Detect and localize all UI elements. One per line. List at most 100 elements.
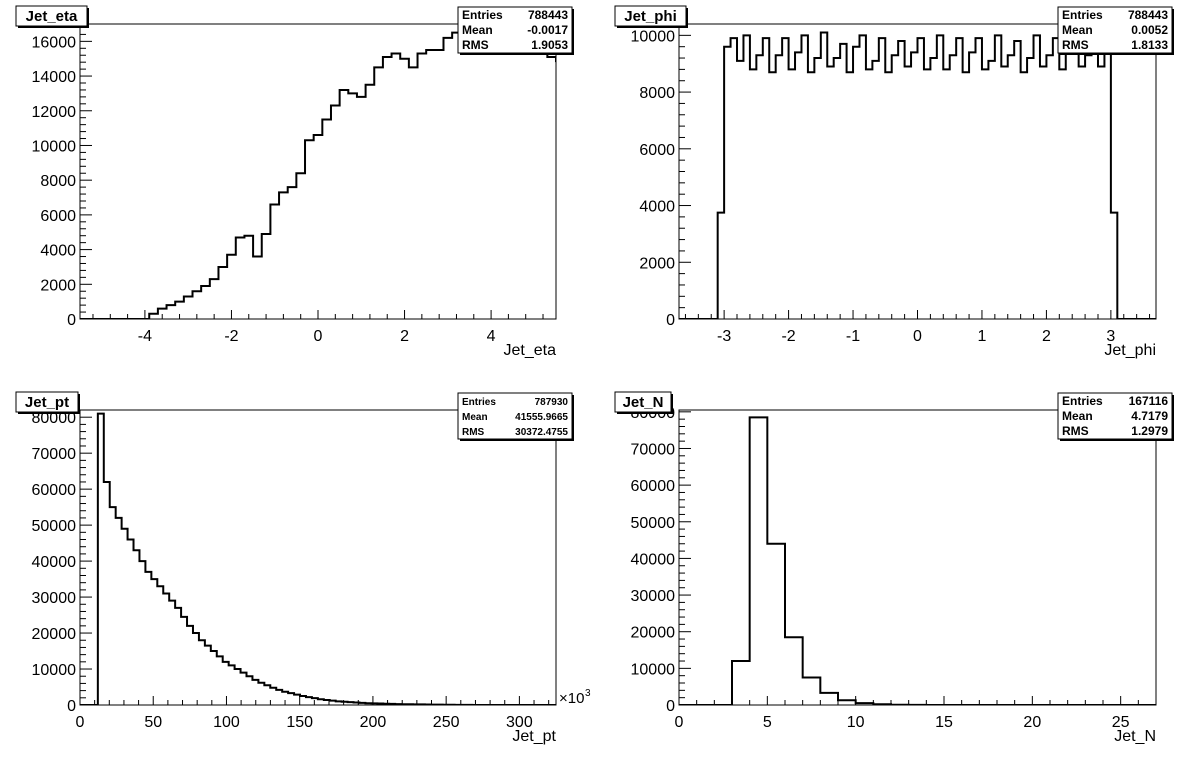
x-tick-label: 250: [433, 714, 460, 731]
x-tick-label: 10: [847, 714, 865, 731]
stats-entries-label: Entries: [462, 397, 496, 408]
y-tick-label: 10000: [32, 138, 77, 155]
stats-rms-label: RMS: [462, 427, 485, 438]
chart-title: Jet_pt: [25, 394, 69, 411]
x-axis-label: Jet_eta: [504, 342, 557, 359]
y-tick-label: 50000: [32, 518, 77, 535]
title-box: [15, 391, 79, 413]
x-tick-label: 50: [144, 714, 162, 731]
y-tick-label: 40000: [631, 551, 676, 568]
stats-entries-value: 788443: [528, 8, 568, 22]
x-tick-label: 2: [1042, 328, 1051, 345]
panel-jet-n: 0 5 10 15 20 25 0 10000 20000 30000 40000 50000 6000…: [614, 391, 1174, 745]
y-tick-label: 60000: [32, 482, 77, 499]
stats-rms-value: 1.9053: [531, 38, 568, 52]
y-tick-label: 6000: [639, 142, 675, 159]
x-tick-label: 2: [400, 328, 409, 345]
stats-box: [457, 6, 573, 54]
x-tick-label: 200: [360, 714, 387, 731]
y-tick-label: 20000: [631, 625, 676, 642]
y-tick-label: 60000: [631, 478, 676, 495]
panel-jet-pt: 0 50 100 150 200 250 300 0 10000 20000 30000 40000 5…: [15, 391, 591, 745]
y-tick-label: 4000: [40, 243, 76, 260]
stats-rms-value: 1.8133: [1131, 38, 1168, 52]
x-tick-label: 0: [675, 714, 684, 731]
y-tick-label: 10000: [631, 28, 676, 45]
stats-mean-value: 0.0052: [1131, 23, 1168, 37]
y-tick-label: 12000: [32, 104, 77, 121]
stats-entries-label: Entries: [1062, 394, 1103, 408]
x-tick-label: 20: [1023, 714, 1041, 731]
stats-entries-value: 167116: [1129, 394, 1169, 408]
y-tick-label: 6000: [40, 208, 76, 225]
stats-mean-value: 4.7179: [1131, 409, 1168, 423]
x-tick-label: -2: [781, 328, 795, 345]
y-tick-label: 80000: [32, 410, 77, 427]
plot-frame: [79, 409, 557, 706]
stats-mean-label: Mean: [1062, 409, 1093, 423]
y-tick-label: 50000: [631, 515, 676, 532]
title-box: [15, 5, 88, 27]
stats-entries-label: Entries: [1062, 8, 1103, 22]
x-tick-label: -2: [224, 328, 238, 345]
histogram-series: [679, 416, 1156, 705]
x-axis-multiplier-exponent: 3: [585, 688, 591, 699]
stats-rms-label: RMS: [1062, 38, 1089, 52]
y-tick-label: 4000: [639, 199, 675, 216]
y-tick-label: 40000: [32, 554, 77, 571]
x-tick-label: 15: [935, 714, 953, 731]
y-tick-label: 2000: [639, 255, 675, 272]
histogram-series: [679, 31, 1156, 319]
stats-rms-value: 1.2979: [1131, 424, 1168, 438]
y-tick-label: 0: [666, 698, 675, 715]
x-tick-label: 0: [76, 714, 85, 731]
x-tick-label: 4: [487, 328, 496, 345]
title-box: [614, 5, 687, 27]
stats-mean-label: Mean: [462, 412, 488, 423]
stats-entries-label: Entries: [462, 8, 503, 22]
stats-mean-value: 41555.9665: [515, 412, 568, 423]
y-tick-label: 2000: [40, 277, 76, 294]
y-tick-label: 0: [67, 312, 76, 329]
x-tick-label: -4: [138, 328, 152, 345]
y-tick-label: 0: [67, 698, 76, 715]
y-tick-label: 10000: [32, 662, 77, 679]
stats-entries-value: 788443: [1128, 8, 1168, 22]
y-tick-label: 16000: [32, 34, 77, 51]
stats-entries-value: 787930: [535, 397, 569, 408]
y-tick-label: 10000: [631, 661, 676, 678]
stats-rms-label: RMS: [462, 38, 489, 52]
stats-rms-value: 30372.4755: [515, 427, 568, 438]
y-tick-label: 70000: [32, 446, 77, 463]
stats-box: [1057, 6, 1173, 54]
y-tick-label: 0: [666, 312, 675, 329]
x-tick-label: 1: [978, 328, 987, 345]
y-tick-label: 30000: [32, 590, 77, 607]
chart-title: Jet_eta: [26, 8, 78, 25]
x-axis-multiplier: ×10: [559, 690, 584, 707]
chart-title: Jet_N: [623, 394, 664, 411]
x-axis-label: Jet_pt: [512, 728, 556, 745]
y-tick-label: 14000: [32, 69, 77, 86]
x-tick-label: 0: [314, 328, 323, 345]
y-tick-label: 70000: [631, 441, 676, 458]
x-tick-label: 0: [913, 328, 922, 345]
histogram-series: [80, 412, 556, 705]
x-tick-label: -1: [846, 328, 860, 345]
title-box: [614, 391, 672, 413]
x-tick-label: -3: [717, 328, 731, 345]
y-tick-label: 8000: [40, 173, 76, 190]
y-tick-label: 30000: [631, 588, 676, 605]
x-tick-label: 3: [1106, 328, 1115, 345]
chart-title: Jet_phi: [624, 8, 677, 25]
histogram-series: [80, 31, 556, 319]
panel-jet-phi: -3 -2 -1 0 1 2 3 0 2000 4000 6000 8000 10000 Jet_phi J…: [614, 5, 1174, 359]
panel-jet-eta: -4 -2 0 2 4 0 2000 4000 6000 8000 10000 12000 14000 1…: [15, 5, 574, 359]
x-tick-label: 25: [1112, 714, 1130, 731]
stats-mean-label: Mean: [1062, 23, 1093, 37]
stats-box: [1057, 392, 1173, 440]
x-axis-label: Jet_N: [1114, 728, 1156, 745]
x-tick-label: 300: [506, 714, 533, 731]
x-tick-label: 5: [763, 714, 772, 731]
